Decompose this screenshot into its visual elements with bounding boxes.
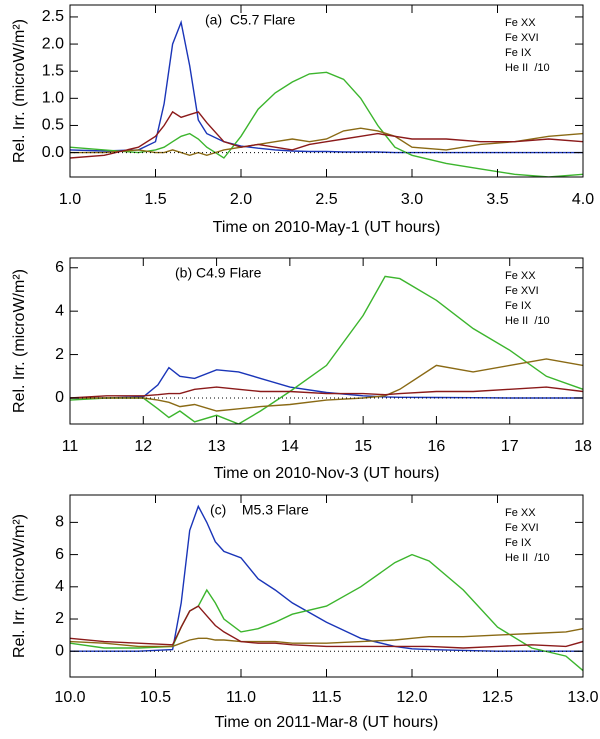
y-axis-label: Rel. Irr. (microW/m²): [11, 269, 28, 413]
legend-label: Fe XVI: [505, 522, 539, 534]
y-tick-label: 6: [55, 546, 64, 563]
x-tick-label: 18: [574, 438, 592, 455]
y-tick-label: 2.0: [42, 35, 64, 52]
x-tick-label: 11.5: [312, 689, 342, 706]
x-tick-label: 1.5: [144, 191, 166, 208]
x-tick-label: 12: [134, 438, 152, 455]
x-tick-label: 14: [281, 438, 299, 455]
annotation: (b) C4.9 Flare: [175, 265, 262, 281]
legend-label: He II /10: [505, 62, 550, 74]
x-tick-label: 12.0: [396, 689, 427, 706]
y-tick-label: 4: [55, 302, 64, 319]
y-tick-label: 0: [55, 389, 64, 406]
x-tick-label: 15: [354, 438, 372, 455]
legend-label: Fe IX: [505, 47, 532, 59]
plot: [70, 19, 583, 177]
x-axis-label: Time on 2010-May-1 (UT hours): [213, 219, 441, 236]
x-axis-label: Time on 2010-Nov-3 (UT hours): [214, 465, 440, 482]
y-tick-label: 1.0: [42, 90, 64, 107]
legend-label: Fe XVI: [505, 32, 539, 44]
annotation: (a) C5.7 Flare: [205, 12, 295, 28]
x-tick-label: 11.0: [226, 689, 256, 706]
series-line: [70, 275, 583, 424]
series-line: [70, 71, 583, 177]
series-line: [70, 605, 583, 649]
x-tick-label: 3.0: [401, 191, 423, 208]
y-tick-label: 4: [55, 578, 64, 595]
series-line: [70, 358, 583, 412]
series-line: [70, 110, 583, 159]
legend-label: Fe IX: [505, 537, 532, 549]
y-axis-label: Rel. Irr. (microW/m²): [11, 19, 28, 163]
annotation: (c) M5.3 Flare: [210, 502, 309, 518]
series-line: [70, 386, 583, 399]
legend-label: He II /10: [505, 552, 550, 564]
series-line: [70, 553, 583, 672]
series-line: [70, 127, 583, 157]
series-line: [70, 504, 583, 652]
x-tick-label: 16: [428, 438, 446, 455]
legend-label: He II /10: [505, 315, 550, 327]
x-tick-label: 2.5: [315, 191, 337, 208]
x-tick-label: 2.0: [230, 191, 252, 208]
y-tick-label: 0.5: [42, 117, 64, 134]
x-tick-label: 11: [62, 438, 79, 455]
plot: [70, 504, 583, 672]
y-tick-label: 8: [55, 514, 64, 531]
x-tick-label: 10.5: [140, 689, 171, 706]
legend-label: Fe XX: [505, 507, 536, 519]
legend-label: Fe XX: [505, 270, 536, 282]
x-tick-label: 3.5: [486, 191, 508, 208]
y-tick-label: 2: [55, 610, 64, 627]
x-tick-label: 12.5: [482, 689, 513, 706]
x-tick-label: 13.0: [567, 689, 598, 706]
x-tick-label: 1.0: [59, 191, 81, 208]
y-tick-label: 2: [55, 346, 64, 363]
y-tick-label: 6: [55, 259, 64, 276]
series-line: [70, 628, 583, 648]
legend-label: Fe XX: [505, 17, 536, 29]
x-tick-label: 4.0: [572, 191, 594, 208]
y-axis-label: Rel. Irr. (microW/m²): [11, 514, 28, 658]
y-tick-label: 1.5: [42, 62, 64, 79]
x-axis-label: Time on 2011-Mar-8 (UT hours): [215, 714, 439, 731]
plot: [70, 275, 583, 424]
x-tick-label: 13: [208, 438, 226, 455]
y-tick-label: 0.0: [42, 144, 64, 161]
y-tick-label: 0: [55, 642, 64, 659]
legend-label: Fe IX: [505, 300, 532, 312]
legend-label: Fe XVI: [505, 285, 539, 297]
x-tick-label: 10.0: [54, 689, 85, 706]
x-tick-label: 17: [501, 438, 519, 455]
plot-frame: [69, 257, 584, 425]
y-tick-label: 2.5: [42, 8, 64, 25]
